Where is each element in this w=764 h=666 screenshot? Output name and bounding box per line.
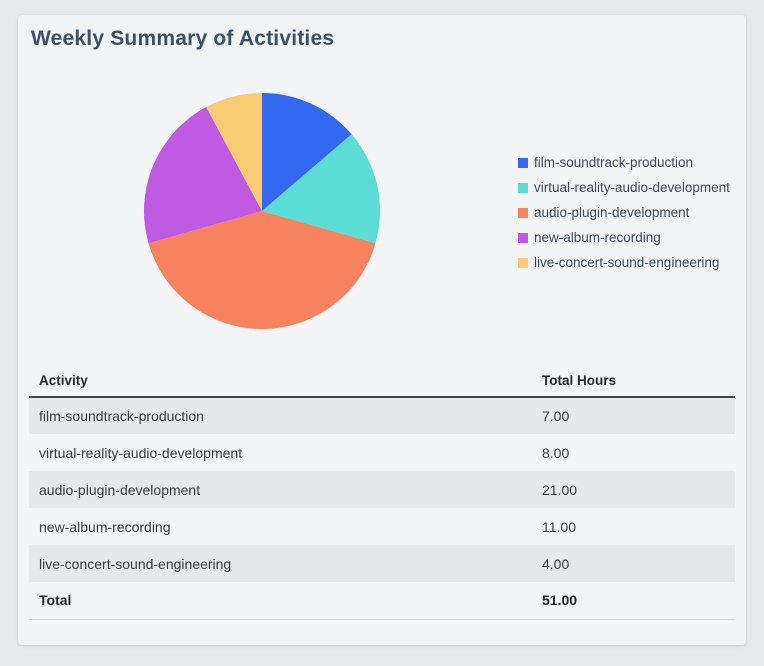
cell-total-hours: 8.00 [542, 444, 570, 461]
page-title: Weekly Summary of Activities [31, 27, 335, 50]
pie-slice-audio-plugin-development[interactable] [148, 211, 376, 329]
cell-total-hours: 7.00 [532, 397, 735, 434]
table-header-row: Activity Total Hours [29, 366, 735, 398]
column-header-activity: Activity [29, 366, 532, 398]
table-row: film-soundtrack-production 7.00 [29, 397, 735, 434]
legend-item-film-soundtrack-production: film-soundtrack-production [518, 155, 730, 170]
total-value: 51.00 [532, 582, 735, 620]
column-header-total-hours: Total Hours [532, 366, 735, 398]
cell-activity: new-album-recording [39, 518, 171, 535]
chart-legend: film-soundtrack-production virtual-realit… [518, 155, 730, 270]
legend-label: live-concert-sound-engineering [534, 255, 720, 270]
legend-swatch-icon [518, 257, 528, 268]
table-row: virtual-reality-audio-development 8.00 [29, 434, 735, 471]
cell-activity: audio-plugin-development [29, 471, 532, 508]
legend-item-live-concert-sound-engineering: live-concert-sound-engineering [518, 255, 730, 270]
cell-total-hours: 21.00 [532, 471, 735, 508]
pie-slice-film-soundtrack-production[interactable] [262, 93, 352, 211]
total-label: Total [29, 582, 532, 620]
weekly-summary-card: Weekly Summary of Activities film-soundt… [18, 15, 746, 645]
legend-label: audio-plugin-development [534, 205, 690, 220]
legend-item-new-album-recording: new-album-recording [518, 230, 730, 245]
pie-chart [144, 93, 380, 329]
legend-label: new-album-recording [534, 230, 661, 245]
legend-swatch-icon [518, 207, 528, 218]
legend-swatch-icon [518, 232, 528, 243]
legend-item-audio-plugin-development: audio-plugin-development [518, 205, 730, 220]
cell-total-hours: 11.00 [542, 518, 576, 535]
table-row: live-concert-sound-engineering 4.00 [29, 545, 735, 582]
cell-activity: live-concert-sound-engineering [29, 545, 532, 582]
table-total-row: Total 51.00 [29, 582, 735, 620]
legend-label: virtual-reality-audio-development [534, 180, 730, 195]
cell-activity: film-soundtrack-production [29, 397, 532, 434]
legend-swatch-icon [518, 182, 528, 193]
cell-activity: virtual-reality-audio-development [39, 444, 243, 461]
table-row: new-album-recording 11.00 [29, 508, 735, 545]
activity-table-wrap: Activity Total Hours film-soundtrack-pro… [29, 366, 735, 620]
legend-label: film-soundtrack-production [534, 155, 694, 170]
cell-total-hours: 4.00 [532, 545, 735, 582]
legend-swatch-icon [518, 157, 528, 168]
legend-item-virtual-reality-audio-development: virtual-reality-audio-development [518, 180, 730, 195]
pie-slice-new-album-recording[interactable] [144, 107, 262, 244]
table-row: audio-plugin-development 21.00 [29, 471, 735, 508]
activity-table: Activity Total Hours film-soundtrack-pro… [29, 366, 735, 620]
pie-slice-live-concert-sound-engineering[interactable] [206, 93, 262, 211]
pie-slice-virtual-reality-audio-development[interactable] [262, 134, 380, 244]
